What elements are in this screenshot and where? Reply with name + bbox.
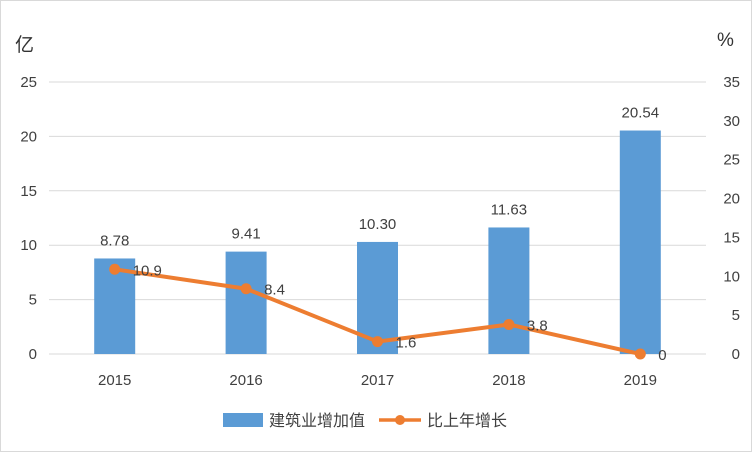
bar-value-label: 9.41: [231, 226, 260, 243]
x-axis-ticks: 2015 2016 2017 2018 2019: [98, 372, 657, 389]
bar: [488, 227, 530, 354]
x-tick-label: 2018: [492, 372, 525, 389]
line-value-label: 0: [658, 347, 666, 364]
bar-series: [94, 130, 661, 354]
right-tick-label: 30: [723, 113, 740, 130]
left-axis-unit: 亿: [15, 34, 34, 56]
x-tick-label: 2019: [624, 372, 657, 389]
data-labels: 8.78 9.41 10.30 11.63 20.54 10.9 8.4 1.6 3.8 0: [100, 105, 667, 364]
right-tick-label: 5: [732, 307, 740, 324]
line-value-label: 3.8: [527, 317, 548, 334]
legend-line-label: 比上年增长: [427, 411, 507, 430]
right-tick-label: 35: [723, 74, 740, 91]
line-marker: [240, 283, 252, 295]
bar-value-label: 10.30: [359, 216, 397, 233]
left-tick-label: 5: [29, 292, 37, 309]
bar-value-label: 8.78: [100, 232, 129, 249]
left-tick-label: 10: [20, 237, 37, 254]
right-tick-label: 10: [723, 268, 740, 285]
line-marker: [372, 336, 383, 348]
line-marker: [503, 318, 515, 330]
right-axis-unit: %: [717, 30, 734, 51]
bar-value-label: 11.63: [491, 201, 527, 218]
left-tick-label: 20: [20, 128, 37, 145]
bar: [225, 251, 267, 354]
x-tick-label: 2015: [98, 372, 131, 389]
line-value-label: 10.9: [133, 262, 162, 279]
x-tick-label: 2017: [361, 372, 394, 389]
right-axis-ticks: 0 5 10 15 20 25 30 35: [723, 74, 740, 363]
bar: [619, 130, 661, 354]
legend-bar-label: 建筑业增加值: [269, 411, 365, 430]
bar-value-label: 20.54: [622, 105, 660, 122]
left-tick-label: 15: [20, 183, 37, 200]
left-tick-label: 0: [29, 346, 37, 363]
x-tick-label: 2016: [229, 372, 262, 389]
legend-line-marker: [395, 415, 405, 425]
left-tick-label: 25: [20, 74, 37, 91]
right-tick-label: 15: [723, 229, 740, 246]
line-value-label: 1.6: [396, 335, 417, 352]
line-marker: [634, 348, 646, 360]
left-axis-ticks: 0 5 10 15 20 25: [20, 74, 37, 363]
right-tick-label: 25: [723, 152, 740, 169]
legend-bar-swatch: [223, 413, 263, 427]
line-marker: [109, 263, 121, 275]
right-tick-label: 20: [723, 191, 740, 208]
legend: 建筑业增加值 比上年增长: [223, 411, 507, 430]
line-series: [109, 263, 646, 360]
right-tick-label: 0: [732, 346, 740, 363]
line-value-label: 8.4: [264, 282, 285, 299]
